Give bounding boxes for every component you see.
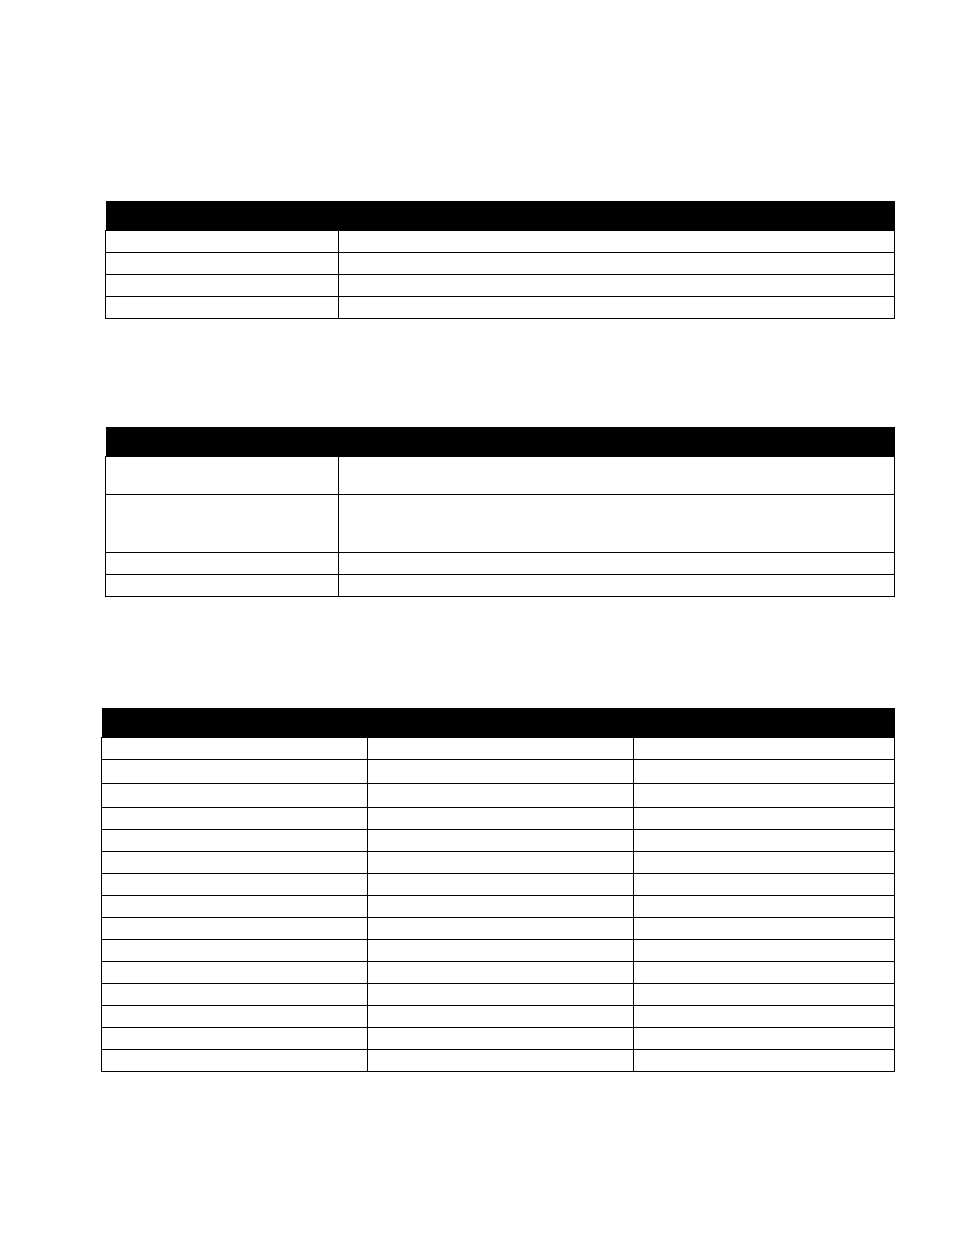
table-3-header-row bbox=[102, 708, 895, 737]
table-cell bbox=[102, 829, 368, 851]
table-cell bbox=[368, 759, 634, 783]
table-cell bbox=[102, 783, 368, 807]
table-cell bbox=[634, 939, 895, 961]
table-cell bbox=[106, 494, 339, 552]
table-cell bbox=[102, 1027, 368, 1049]
table-cell bbox=[102, 851, 368, 873]
table-cell bbox=[634, 983, 895, 1005]
table-cell bbox=[368, 737, 634, 759]
table-cell bbox=[102, 759, 368, 783]
table-cell bbox=[634, 895, 895, 917]
table-cell bbox=[106, 296, 339, 318]
table-row bbox=[102, 983, 895, 1005]
table-cell bbox=[339, 494, 895, 552]
document-page bbox=[0, 0, 954, 1235]
table-cell bbox=[339, 252, 895, 274]
table-3-header-c2 bbox=[368, 708, 634, 737]
table-cell bbox=[102, 1049, 368, 1071]
table-cell bbox=[634, 851, 895, 873]
table-row bbox=[102, 939, 895, 961]
table-cell bbox=[102, 737, 368, 759]
table-cell bbox=[102, 983, 368, 1005]
table-row bbox=[102, 1005, 895, 1027]
table-cell bbox=[368, 783, 634, 807]
table-cell bbox=[102, 939, 368, 961]
table-1 bbox=[105, 201, 895, 319]
table-1-header-c1 bbox=[106, 201, 339, 230]
table-row bbox=[102, 783, 895, 807]
table-cell bbox=[368, 829, 634, 851]
table-cell bbox=[634, 829, 895, 851]
table-cell bbox=[102, 807, 368, 829]
table-cell bbox=[634, 917, 895, 939]
table-cell bbox=[634, 783, 895, 807]
table-cell bbox=[102, 895, 368, 917]
table-cell bbox=[339, 456, 895, 494]
table-cell bbox=[339, 552, 895, 574]
table-2-header-c1 bbox=[106, 427, 339, 456]
table-row bbox=[102, 1049, 895, 1071]
table-2-header-row bbox=[106, 427, 895, 456]
table-cell bbox=[634, 1027, 895, 1049]
table-cell bbox=[368, 895, 634, 917]
table-cell bbox=[634, 1049, 895, 1071]
table-row bbox=[102, 917, 895, 939]
table-3-header-c1 bbox=[102, 708, 368, 737]
table-row bbox=[106, 552, 895, 574]
table-row bbox=[106, 494, 895, 552]
table-cell bbox=[634, 1005, 895, 1027]
table-cell bbox=[339, 296, 895, 318]
table-row bbox=[106, 296, 895, 318]
table-row bbox=[102, 829, 895, 851]
table-2-header-c2 bbox=[339, 427, 895, 456]
table-row bbox=[102, 873, 895, 895]
table-row bbox=[106, 574, 895, 596]
table-cell bbox=[368, 939, 634, 961]
table-cell bbox=[368, 1005, 634, 1027]
table-cell bbox=[339, 274, 895, 296]
table-row bbox=[106, 274, 895, 296]
table-cell bbox=[106, 252, 339, 274]
table-1-header-c2 bbox=[339, 201, 895, 230]
table-cell bbox=[368, 873, 634, 895]
table-cell bbox=[106, 574, 339, 596]
table-cell bbox=[634, 737, 895, 759]
table-3-header-c3 bbox=[634, 708, 895, 737]
table-cell bbox=[102, 1005, 368, 1027]
table-cell bbox=[368, 1049, 634, 1071]
table-2 bbox=[105, 427, 895, 597]
table-cell bbox=[368, 851, 634, 873]
table-row bbox=[102, 737, 895, 759]
table-row bbox=[102, 895, 895, 917]
table-cell bbox=[634, 759, 895, 783]
table-3 bbox=[101, 708, 895, 1072]
table-cell bbox=[634, 961, 895, 983]
table-row bbox=[102, 851, 895, 873]
table-cell bbox=[634, 807, 895, 829]
table-cell bbox=[106, 230, 339, 252]
table-cell bbox=[106, 456, 339, 494]
table-row bbox=[106, 456, 895, 494]
table-row bbox=[102, 759, 895, 783]
table-cell bbox=[102, 961, 368, 983]
table-cell bbox=[106, 552, 339, 574]
table-cell bbox=[102, 917, 368, 939]
table-cell bbox=[106, 274, 339, 296]
table-row bbox=[102, 961, 895, 983]
table-cell bbox=[368, 1027, 634, 1049]
table-cell bbox=[368, 917, 634, 939]
table-cell bbox=[368, 807, 634, 829]
table-cell bbox=[339, 230, 895, 252]
table-cell bbox=[634, 873, 895, 895]
table-cell bbox=[339, 574, 895, 596]
table-cell bbox=[102, 873, 368, 895]
table-cell bbox=[368, 961, 634, 983]
table-cell bbox=[368, 983, 634, 1005]
table-row bbox=[102, 807, 895, 829]
table-row bbox=[106, 252, 895, 274]
table-row bbox=[106, 230, 895, 252]
table-row bbox=[102, 1027, 895, 1049]
table-1-header-row bbox=[106, 201, 895, 230]
